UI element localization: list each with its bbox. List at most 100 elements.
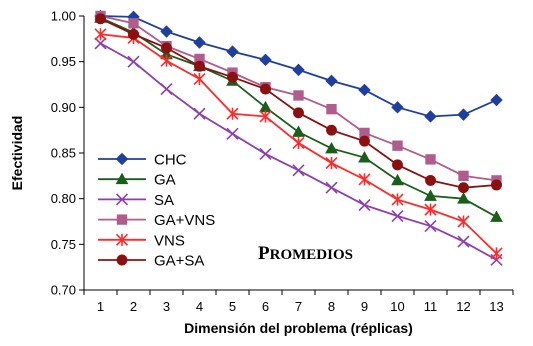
y-tick-label: 0.80 <box>51 191 76 206</box>
data-point <box>292 164 305 177</box>
data-point <box>391 193 404 206</box>
legend-item: CHC <box>98 152 187 169</box>
data-point <box>292 125 305 137</box>
data-point <box>358 151 371 163</box>
data-point <box>226 45 239 58</box>
data-point <box>458 170 469 182</box>
x-tick-label: 9 <box>361 299 368 314</box>
legend-marker <box>115 172 129 185</box>
y-tick-label: 0.85 <box>51 146 76 161</box>
data-point <box>457 192 470 204</box>
data-point <box>424 189 437 201</box>
x-tick-label: 8 <box>328 299 335 314</box>
data-point <box>424 220 437 233</box>
legend-item: GA+SA <box>98 253 204 270</box>
data-point <box>292 63 305 77</box>
x-tick-label: 7 <box>295 299 302 314</box>
data-point <box>325 156 338 170</box>
data-point <box>457 108 470 121</box>
x-tick-label: 1 <box>97 299 104 314</box>
data-point <box>226 127 239 140</box>
data-point <box>161 42 172 54</box>
data-point <box>260 83 271 95</box>
data-point <box>293 107 304 119</box>
data-point <box>325 74 338 88</box>
legend-item: VNS <box>98 232 185 249</box>
data-point <box>227 71 238 83</box>
data-point <box>425 154 436 165</box>
data-point <box>490 247 503 260</box>
data-point <box>392 140 403 151</box>
x-tick-label: 3 <box>163 299 170 314</box>
legend-label: CHC <box>154 152 187 169</box>
data-point <box>193 36 206 49</box>
data-point <box>292 136 305 150</box>
annotation-initial: P <box>258 243 270 264</box>
data-point <box>391 101 404 114</box>
data-point <box>94 28 107 41</box>
data-point <box>392 159 403 171</box>
data-point <box>226 107 239 120</box>
data-point <box>490 210 503 222</box>
x-tick-label: 2 <box>130 299 137 314</box>
data-point <box>160 25 173 38</box>
data-point <box>358 83 371 97</box>
data-point <box>391 209 404 223</box>
data-point <box>490 93 503 107</box>
data-point <box>193 72 206 86</box>
data-point <box>325 141 338 154</box>
axes: 0.700.750.800.850.900.951.001 2 3 4 5 6 7 8 9 10 1… <box>51 9 514 314</box>
data-point <box>94 37 107 50</box>
y-tick-label: 1.00 <box>51 9 76 24</box>
data-point <box>293 90 304 101</box>
data-point <box>160 54 173 67</box>
data-point <box>358 173 371 186</box>
data-point <box>391 173 404 186</box>
series-layer <box>94 9 503 266</box>
x-tick-label: 5 <box>229 299 236 314</box>
series-chc <box>94 9 503 123</box>
series-ga-plus-sa <box>95 13 502 194</box>
data-point <box>458 182 469 194</box>
x-tick-label: 4 <box>196 299 203 314</box>
data-point <box>128 18 139 29</box>
data-point <box>259 147 272 160</box>
legend-item: GA <box>98 172 176 189</box>
x-tick-label: 11 <box>424 299 438 314</box>
data-point <box>127 55 140 68</box>
legend-item: SA <box>98 192 174 209</box>
data-point <box>259 110 272 123</box>
data-point <box>457 235 470 248</box>
y-tick-label: 0.95 <box>51 54 76 69</box>
x-tick-label: 12 <box>456 299 470 314</box>
data-point <box>326 124 337 136</box>
legend-marker <box>115 233 129 246</box>
data-point <box>358 198 371 212</box>
data-point <box>425 174 436 186</box>
y-tick-label: 0.90 <box>51 100 76 115</box>
chart-annotation: PROMEDIOS <box>258 243 353 264</box>
x-axis-title: Dimensión del problema (réplicas) <box>184 320 413 336</box>
y-axis-title: Efectividad <box>9 116 25 191</box>
annotation-rest: ROMEDIOS <box>270 247 353 263</box>
data-point <box>128 28 139 40</box>
legend-item: GA+VNS <box>98 212 215 229</box>
data-point <box>259 53 272 67</box>
data-point <box>424 203 437 216</box>
legend-marker <box>115 193 129 206</box>
legend-label: SA <box>154 192 174 209</box>
x-tick-label: 10 <box>390 299 404 314</box>
x-tick-label: 13 <box>489 299 503 314</box>
data-point <box>491 179 502 191</box>
data-point <box>424 110 437 123</box>
legend-marker <box>115 152 129 166</box>
data-point <box>160 83 173 96</box>
data-point <box>359 135 370 147</box>
legend-marker <box>116 254 128 266</box>
data-point <box>325 181 338 194</box>
legend-label: GA+VNS <box>154 212 215 229</box>
data-point <box>193 107 206 120</box>
data-point <box>194 60 205 72</box>
